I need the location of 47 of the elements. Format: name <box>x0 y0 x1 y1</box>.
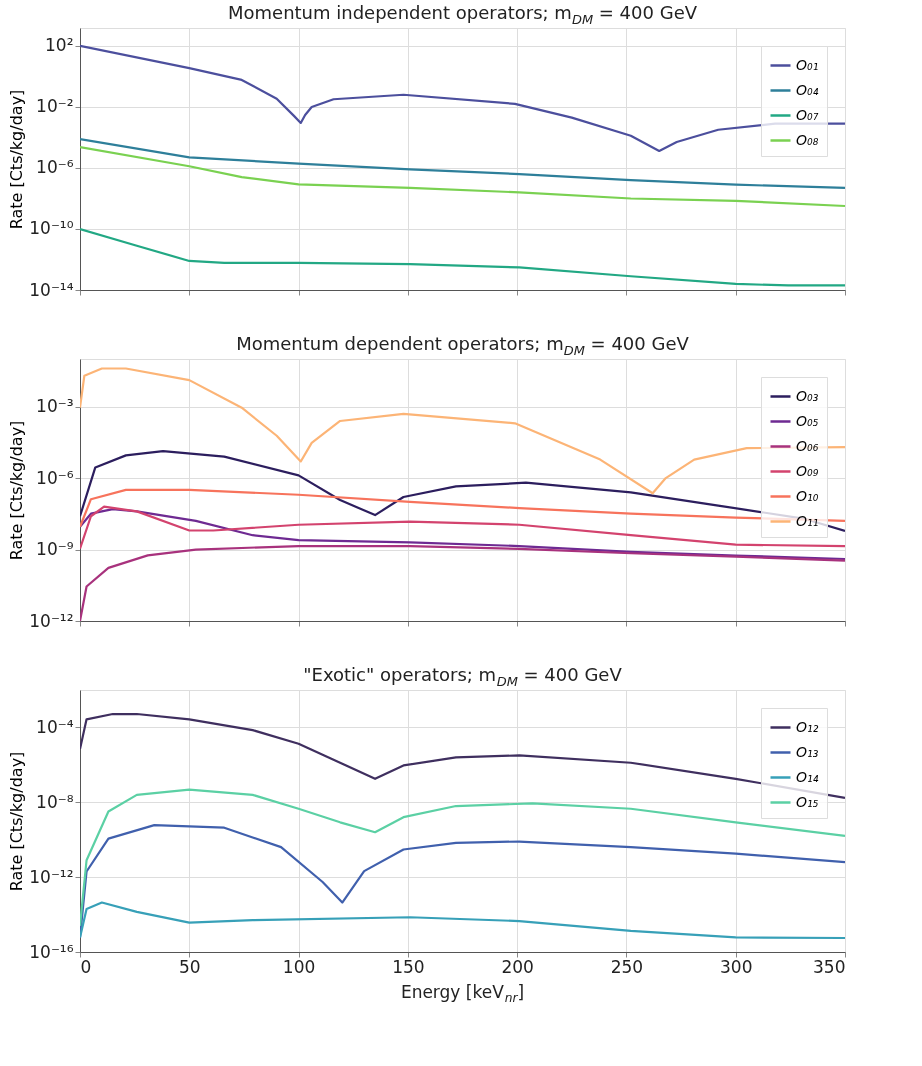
legend-label: O₁₄ <box>796 768 819 785</box>
y-tick-label: 10⁻⁶ <box>36 467 74 488</box>
line-series <box>80 488 845 528</box>
y-tick-label: 10⁻⁴ <box>36 716 74 737</box>
y-axis-title: Rate [Cts/kg/day] <box>7 89 27 230</box>
y-tick-label: 10⁻¹² <box>29 610 74 631</box>
y-tick-label: 10² <box>45 35 74 56</box>
line-series <box>80 788 845 927</box>
legend-label: O₀₅ <box>796 412 819 429</box>
x-tick-label: 0 <box>80 956 92 977</box>
line-series <box>80 44 845 153</box>
legend-label: O₁₁ <box>796 512 819 529</box>
line-series <box>80 505 845 550</box>
y-axis-title: Rate [Cts/kg/day] <box>7 420 27 561</box>
legend-label: O₀₇ <box>796 106 819 123</box>
legend-label: O₁₀ <box>796 487 819 504</box>
y-tick-label: 10⁻³ <box>36 396 74 417</box>
legend-label: O₀₄ <box>796 81 819 98</box>
y-tick-label: 10⁻² <box>36 96 74 117</box>
y-tick-label: 10⁻⁹ <box>36 539 74 560</box>
x-tick-label: 150 <box>392 956 425 977</box>
legend-label: O₀₉ <box>796 462 819 479</box>
legend-label: O₀₁ <box>796 56 819 73</box>
x-tick-label: 300 <box>719 956 753 977</box>
y-tick-label: 10⁻¹⁶ <box>29 941 74 962</box>
line-series <box>80 450 845 533</box>
x-tick-label: 50 <box>178 956 201 977</box>
legend-label: O₁₅ <box>796 793 819 810</box>
y-tick-label: 10⁻¹² <box>29 866 74 887</box>
x-tick-label: 350 <box>813 956 846 977</box>
x-tick-label: 100 <box>282 956 316 977</box>
legend-label: O₀₆ <box>796 437 819 454</box>
legend-label: O₁₃ <box>796 743 819 760</box>
y-tick-label: 10⁻¹⁰ <box>29 218 74 239</box>
y-tick-label: 10⁻⁶ <box>36 157 74 178</box>
line-series <box>80 227 845 287</box>
y-axis-title: Rate [Cts/kg/day] <box>7 751 27 892</box>
line-series <box>80 507 845 561</box>
x-tick-label: 200 <box>501 956 534 977</box>
line-series <box>80 901 845 940</box>
x-tick-label: 250 <box>610 956 644 977</box>
line-series <box>80 146 845 208</box>
legend-label: O₀₈ <box>796 131 819 148</box>
legend-label: O₀₃ <box>796 387 819 404</box>
y-tick-label: 10⁻⁸ <box>36 791 74 812</box>
y-tick-label: 10⁻¹⁴ <box>29 279 74 300</box>
legend-label: O₁₂ <box>796 718 819 735</box>
